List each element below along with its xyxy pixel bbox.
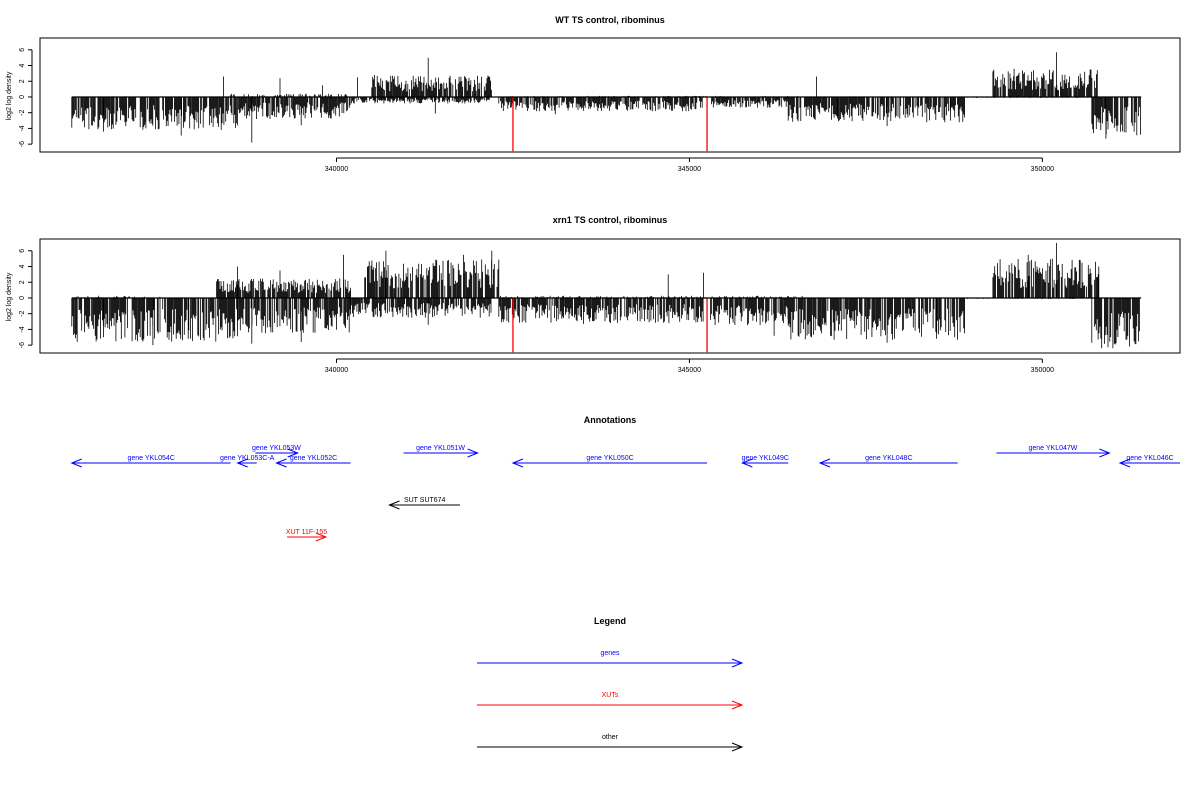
- y-tick-label: -6: [19, 141, 26, 147]
- annotation-other: SUT SUT674: [388, 497, 460, 510]
- annotation-label: gene YKL051W: [416, 445, 465, 452]
- x-tick-label: 345000: [678, 166, 701, 173]
- legend-entries: genes XUTs other: [477, 650, 744, 752]
- annotation-label: gene YKL053C-A: [220, 455, 275, 462]
- legend-arrow-head: [731, 742, 744, 752]
- y-axis-label: log2 log density: [6, 272, 13, 321]
- annotations-title: Annotations: [584, 415, 637, 425]
- annotation-arrow-head: [287, 448, 299, 458]
- x-axis: 340000 345000 350000: [325, 358, 1054, 374]
- y-tick-label: -2: [19, 310, 26, 316]
- x-tick-label: 350000: [1031, 367, 1054, 374]
- annotation-gene: gene YKL053C-A: [220, 455, 275, 468]
- legend-label: XUTs: [602, 692, 619, 699]
- marker-lines: [512, 96, 708, 152]
- legend-title: Legend: [594, 616, 626, 626]
- density-series-plus: [76, 52, 1098, 97]
- annotation-arrow-head: [315, 532, 328, 542]
- panel-xrn1: xrn1 TS control, ribominus log2 log dens…: [6, 215, 1181, 374]
- density-series-minus: [71, 97, 1141, 143]
- legend-arrow-head: [731, 658, 744, 668]
- annotation-tracks: gene YKL054C gene YKL053C-A gene YKL053W ge…: [70, 445, 1180, 542]
- annotation-label: gene YKL050C: [586, 455, 633, 462]
- legend-label: other: [602, 734, 619, 741]
- y-axis: -6 -4 -2 0 2 4 6: [19, 48, 33, 147]
- y-tick-label: 4: [19, 264, 26, 268]
- y-tick-label: 2: [19, 79, 26, 83]
- annotation-arrow-head: [70, 458, 82, 468]
- y-tick-label: 6: [19, 48, 26, 52]
- x-tick-label: 340000: [325, 367, 348, 374]
- annotation-arrow-head: [741, 458, 753, 468]
- y-tick-label: 2: [19, 280, 26, 284]
- legend-arrow-head: [731, 700, 744, 710]
- annotation-arrow-head: [388, 500, 400, 510]
- annotation-gene: gene YKL051W: [403, 445, 479, 458]
- density-bars: [71, 242, 1140, 349]
- annotation-gene: gene YKL046C: [1118, 455, 1180, 468]
- annotation-label: gene YKL054C: [127, 455, 174, 462]
- y-tick-label: 6: [19, 249, 26, 253]
- y-tick-label: 4: [19, 63, 26, 67]
- panel-title: WT TS control, ribominus: [555, 15, 665, 25]
- annotation-label: SUT SUT674: [404, 497, 446, 504]
- y-tick-label: 0: [19, 296, 26, 300]
- annotation-label: gene YKL053W: [252, 445, 301, 452]
- annotation-label: gene YKL048C: [865, 455, 912, 462]
- annotation-gene: gene YKL050C: [511, 455, 708, 468]
- legend-entry-gene: genes: [477, 650, 744, 668]
- panel-wt: WT TS control, ribominus log2 log densit…: [6, 15, 1181, 173]
- annotation-gene: gene YKL048C: [818, 455, 958, 468]
- marker-lines: [512, 297, 708, 353]
- legend-label: genes: [600, 650, 620, 657]
- annotation-arrow-head: [236, 458, 248, 468]
- annotation-gene: gene YKL054C: [70, 455, 231, 468]
- y-axis: -6 -4 -2 0 2 4 6: [19, 249, 33, 348]
- y-tick-label: 0: [19, 95, 26, 99]
- annotation-label: gene YKL052C: [290, 455, 337, 462]
- x-axis: 340000 345000 350000: [325, 157, 1054, 173]
- annotation-label: gene YKL046C: [1126, 455, 1173, 462]
- legend-panel: Legend genes XUTs other: [477, 616, 744, 752]
- y-tick-label: -4: [19, 326, 26, 332]
- annotation-arrow-head: [1099, 448, 1111, 458]
- annotation-xut: XUT 11F-155: [286, 529, 328, 542]
- annotation-arrow-head: [467, 448, 479, 458]
- annotation-gene: gene YKL049C: [741, 455, 789, 468]
- x-tick-label: 340000: [325, 166, 348, 173]
- plot-frame: [39, 37, 1181, 153]
- x-tick-label: 350000: [1031, 166, 1054, 173]
- annotation-gene: gene YKL047W: [996, 445, 1111, 458]
- annotation-label: gene YKL047W: [1028, 445, 1077, 452]
- annotation-gene: gene YKL052C: [275, 455, 351, 468]
- annotation-label: gene YKL049C: [742, 455, 789, 462]
- legend-entry-xut: XUTs: [477, 692, 744, 710]
- annotation-arrow-head: [818, 458, 831, 468]
- annotations-panel: Annotations gene YKL054C gene YKL053C-Age…: [70, 415, 1180, 542]
- density-series-plus: [75, 242, 1100, 298]
- legend-entry-other: other: [477, 734, 744, 752]
- annotation-arrow-head: [1118, 458, 1131, 468]
- panel-title: xrn1 TS control, ribominus: [553, 215, 668, 225]
- annotation-label: XUT 11F-155: [286, 529, 327, 536]
- density-series-minus: [71, 298, 1140, 349]
- annotation-gene: gene YKL053W: [252, 445, 301, 458]
- x-tick-label: 345000: [678, 367, 701, 374]
- y-tick-label: -2: [19, 109, 26, 115]
- y-tick-label: -6: [19, 342, 26, 348]
- y-axis-label: log2 log density: [6, 71, 13, 120]
- annotation-arrow-head: [511, 458, 524, 468]
- plot-frame: [39, 238, 1181, 354]
- y-tick-label: -4: [19, 125, 26, 131]
- annotation-arrow-head: [275, 458, 287, 468]
